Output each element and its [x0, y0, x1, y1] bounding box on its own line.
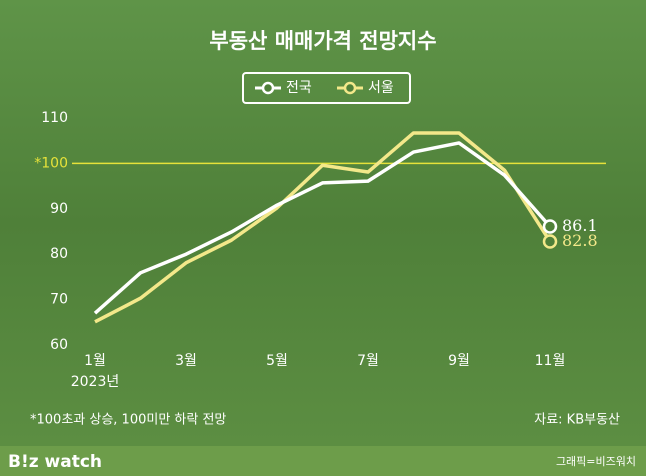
y-tick-label: 70: [50, 292, 68, 308]
x-tick-label: 3월: [175, 353, 197, 369]
logo: B!z watch: [8, 452, 102, 472]
end-marker: [542, 234, 558, 249]
footnote: *100초과 상승, 100미만 하락 전망: [30, 413, 226, 428]
legend-box: [242, 72, 411, 104]
end-marker: [542, 219, 558, 234]
legend-label: 서울: [368, 80, 394, 96]
x-year-label: 2023년: [71, 374, 120, 390]
chart-title: 부동산 매매가격 전망지수: [209, 29, 436, 53]
x-tick-label: 5월: [266, 353, 288, 369]
y-tick-label: 60: [50, 337, 68, 353]
credit: 그래픽=비즈워치: [556, 455, 636, 468]
data-label: 82.8: [562, 231, 598, 250]
x-tick-label: 11월: [535, 353, 566, 369]
legend-label: 전국: [286, 80, 312, 96]
x-tick-label: 1월: [84, 353, 106, 369]
y-tick-label: *100: [34, 155, 68, 171]
x-tick-label: 9월: [448, 353, 470, 369]
series-line: [94, 131, 552, 324]
data-label: 86.1: [562, 216, 598, 235]
source: 자료: KB부동산: [534, 413, 620, 428]
legend-marker: [261, 81, 275, 95]
y-tick-label: 90: [50, 201, 68, 217]
series-line: [93, 141, 552, 315]
x-tick-label: 7월: [357, 353, 379, 369]
y-tick-label: 80: [50, 246, 68, 262]
legend-marker: [343, 81, 357, 95]
footer-bar: [0, 446, 646, 476]
y-tick-label: 110: [41, 110, 68, 126]
